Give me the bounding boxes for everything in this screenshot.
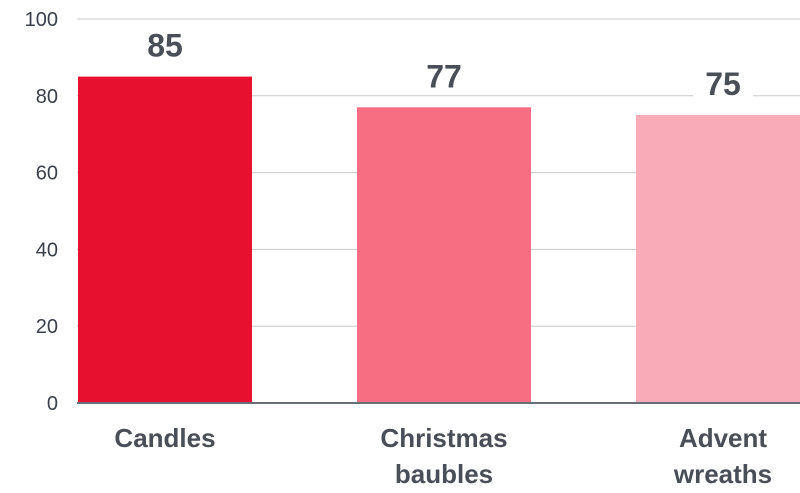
category-label: Christmas [380,423,507,453]
value-label: 85 [147,28,183,64]
value-label-background [693,61,753,101]
bar [636,115,800,403]
y-tick-label: 20 [36,316,58,338]
category-labels: Candles Christmas baubles Advent wreaths [114,423,772,489]
category-label: baubles [395,459,493,489]
bar [357,107,531,403]
y-tick-label: 100 [25,9,58,31]
value-label: 75 [705,66,741,102]
value-label-background [414,53,474,94]
value-label: 77 [426,58,462,94]
y-axis-tick-labels: 0 20 40 60 80 100 [25,9,58,415]
category-label: Advent [679,423,767,453]
y-tick-label: 40 [36,239,58,261]
y-tick-label: 80 [36,86,58,108]
value-label-background [135,22,195,63]
category-label: wreaths [673,459,772,489]
category-label: Candles [114,423,215,453]
y-tick-label: 60 [36,163,58,185]
bar [78,76,252,403]
bars [78,76,800,403]
value-labels: 85 77 75 [135,22,753,102]
y-tick-label: 0 [47,393,58,415]
